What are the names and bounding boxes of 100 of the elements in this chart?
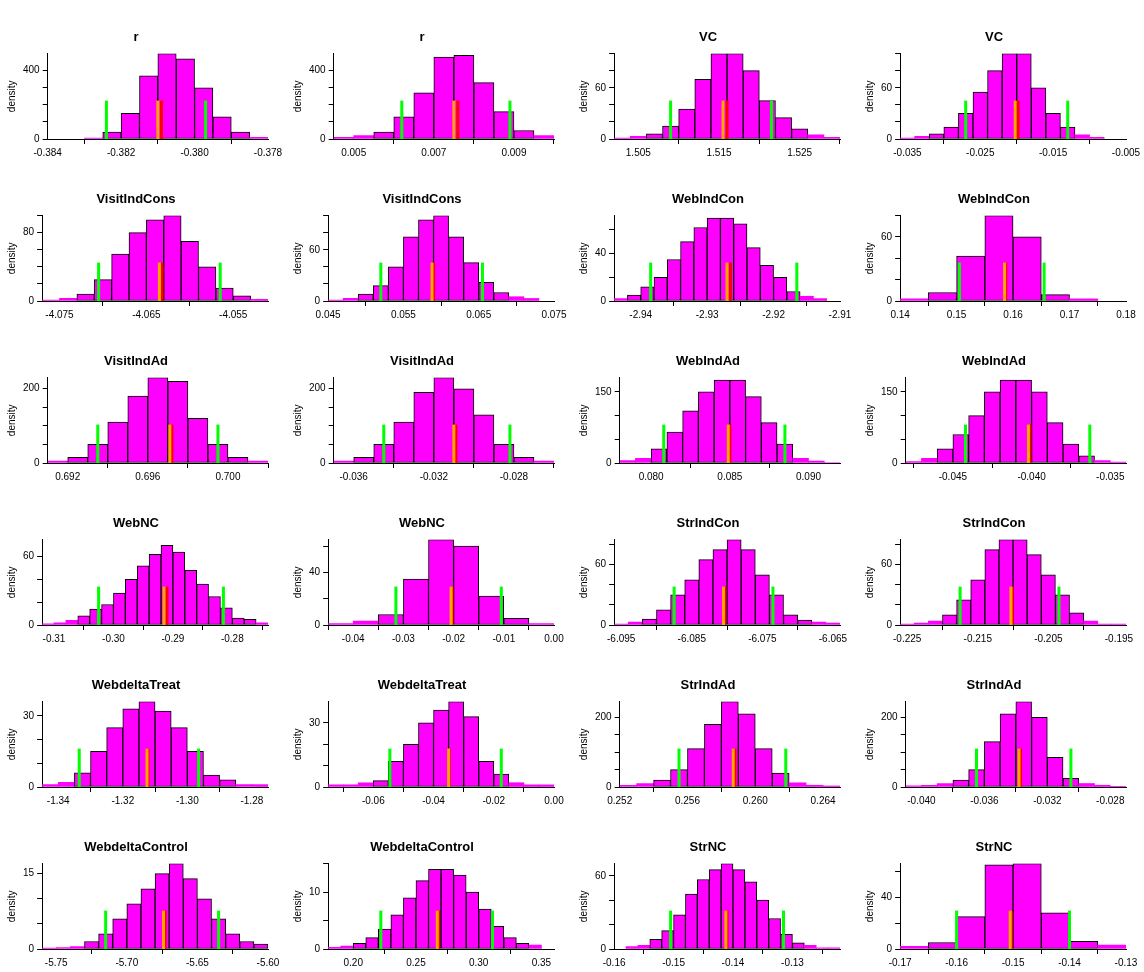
chart-title: StrNC	[689, 839, 728, 855]
x-tick-label: 0.256	[674, 794, 701, 806]
y-tick-label: 0	[28, 294, 35, 306]
y-tick-label: 0	[314, 294, 321, 306]
y-tick-label: 0	[606, 780, 613, 792]
x-tick-label: -0.04	[422, 794, 446, 806]
y-axis-title: density	[5, 728, 17, 761]
x-tick-label: 0.20	[343, 956, 364, 968]
y-tick-label: 0	[28, 942, 35, 954]
y-axis-title: density	[291, 80, 303, 113]
x-tick-label: 0.17	[1059, 308, 1080, 320]
y-tick-label: 0	[892, 456, 899, 468]
chart-title: WebIndAd	[961, 353, 1027, 369]
y-axis-title: density	[291, 890, 303, 923]
y-tick-label: 200	[23, 382, 41, 394]
chart-title: StrNC	[975, 839, 1014, 855]
x-tick-label: -0.30	[102, 632, 126, 644]
y-axis-title: density	[5, 404, 17, 437]
x-tick-label: -0.15	[1001, 956, 1025, 968]
x-tick-label: -0.025	[966, 146, 995, 158]
x-tick-label: -2.92	[762, 308, 786, 320]
chart-title: VisitIndAd	[103, 353, 169, 369]
y-axis-title: density	[577, 566, 589, 599]
x-tick-label: -0.215	[963, 632, 993, 644]
x-tick-label: 0.25	[406, 956, 427, 968]
x-tick-label: -0.036	[970, 794, 999, 806]
x-tick-label: -0.03	[392, 632, 416, 644]
x-tick-label: 0.009	[501, 146, 527, 158]
y-axis-title: density	[5, 566, 17, 599]
chart-title: WebdeltaTreat	[377, 677, 467, 693]
x-tick-label: 0.005	[341, 146, 367, 158]
x-tick-label: -4.065	[132, 308, 161, 320]
y-tick-label: 0	[28, 780, 35, 792]
x-tick-label: -0.378	[253, 146, 283, 158]
x-tick-label: -0.02	[442, 632, 466, 644]
x-tick-label: 0.00	[544, 794, 565, 806]
x-tick-label: -6.075	[748, 632, 777, 644]
y-tick-label: 0	[320, 456, 327, 468]
y-tick-label: 0	[320, 132, 327, 144]
y-tick-label: 15	[23, 867, 35, 879]
x-tick-label: -0.005	[1111, 146, 1141, 158]
y-tick-label: 0	[606, 456, 613, 468]
y-tick-label: 0	[886, 618, 893, 630]
x-tick-label: -0.29	[161, 632, 185, 644]
y-tick-label: 40	[881, 890, 893, 902]
x-tick-label: -0.035	[893, 146, 923, 158]
x-tick-label: -2.93	[695, 308, 719, 320]
x-tick-label: -0.13	[1114, 956, 1138, 968]
x-tick-label: -2.94	[629, 308, 653, 320]
x-tick-label: 0.35	[531, 956, 552, 968]
chart-title: WebNC	[399, 515, 446, 531]
y-axis-title: density	[577, 242, 589, 275]
y-tick-label: 60	[595, 869, 607, 881]
x-tick-label: -0.14	[721, 956, 745, 968]
x-tick-label: 1.505	[625, 146, 652, 158]
x-tick-label: 0.30	[468, 956, 489, 968]
y-tick-label: 60	[309, 243, 321, 255]
x-tick-label: -1.30	[175, 794, 200, 806]
x-tick-label: -0.15	[662, 956, 686, 968]
y-tick-label: 0	[886, 132, 893, 144]
y-axis-title: density	[5, 890, 17, 923]
x-tick-label: -0.036	[339, 470, 369, 482]
x-tick-label: -0.17	[888, 956, 912, 968]
x-tick-label: -0.225	[893, 632, 922, 644]
x-tick-label: 0.007	[421, 146, 447, 158]
x-tick-label: -1.28	[240, 794, 264, 806]
x-tick-label: 0.260	[742, 794, 769, 806]
y-tick-label: 60	[881, 230, 893, 242]
x-tick-label: 0.055	[390, 308, 417, 320]
y-tick-label: 60	[881, 81, 893, 93]
chart-title: WebdeltaControl	[84, 839, 188, 855]
y-tick-label: 0	[600, 942, 607, 954]
x-tick-label: -0.040	[1017, 470, 1047, 482]
x-tick-label: 0.065	[466, 308, 492, 320]
x-tick-label: -0.04	[341, 632, 366, 644]
x-tick-label: -4.055	[219, 308, 248, 320]
y-tick-label: 0	[600, 618, 607, 630]
x-tick-label: -5.60	[256, 956, 280, 968]
y-axis-title: density	[863, 242, 875, 275]
x-tick-label: 1.525	[787, 146, 813, 158]
x-tick-label: -0.380	[180, 146, 210, 158]
y-axis-title: density	[863, 404, 875, 437]
x-tick-label: -2.91	[828, 308, 852, 320]
y-tick-label: 0	[34, 132, 41, 144]
y-tick-label: 30	[309, 716, 321, 728]
y-tick-label: 200	[881, 711, 899, 723]
y-axis-title: density	[577, 890, 589, 923]
x-tick-label: 0.085	[717, 470, 743, 482]
x-tick-label: -0.205	[1034, 632, 1063, 644]
y-axis-title: density	[577, 728, 589, 761]
x-tick-label: 0.045	[315, 308, 342, 320]
y-tick-label: 10	[309, 885, 321, 897]
x-tick-label: -0.01	[492, 632, 516, 644]
x-tick-label: -1.34	[46, 794, 71, 806]
x-tick-label: 0.00	[544, 632, 565, 644]
x-tick-label: -6.085	[677, 632, 707, 644]
x-tick-label: 0.15	[946, 308, 967, 320]
chart-title: WebIndAd	[675, 353, 741, 369]
y-axis-title: density	[863, 890, 875, 923]
y-tick-label: 0	[314, 780, 321, 792]
